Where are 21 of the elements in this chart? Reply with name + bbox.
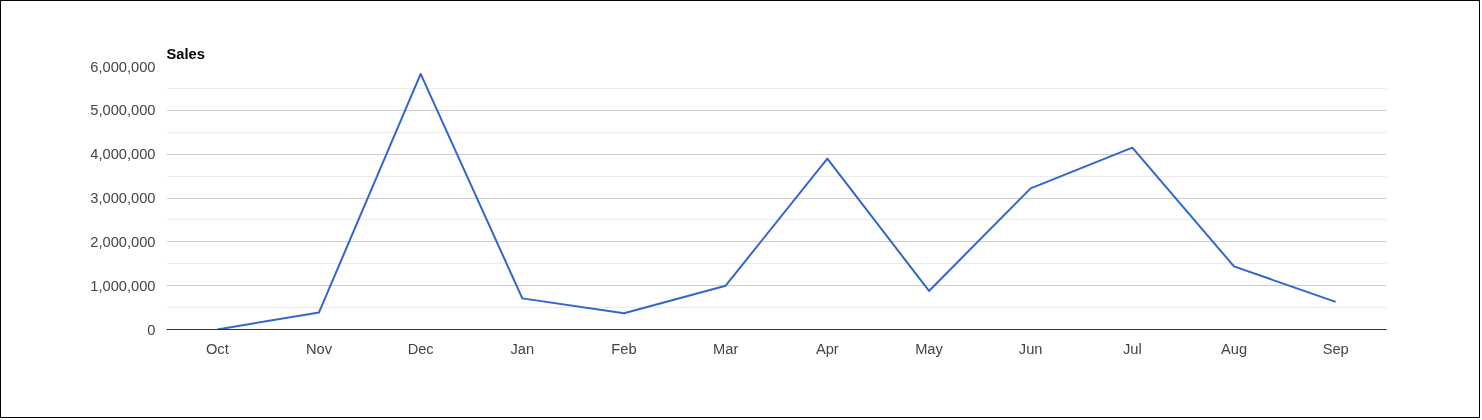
- x-tick-label: Sep: [1322, 340, 1349, 357]
- y-tick-label: 1,000,000: [90, 277, 156, 294]
- y-tick-label: 5,000,000: [90, 102, 156, 119]
- x-tick-label: Apr: [815, 340, 839, 357]
- y-tick-label: 3,000,000: [90, 190, 156, 206]
- x-tick-label: Nov: [305, 340, 333, 357]
- x-tick-label: Feb: [611, 340, 637, 357]
- x-tick-label: Aug: [1220, 340, 1248, 357]
- x-tick-label: Mar: [713, 340, 739, 357]
- y-tick-label: 2,000,000: [90, 233, 156, 250]
- x-tick-label: Oct: [205, 340, 229, 357]
- x-tick-label: Jan: [510, 340, 535, 357]
- x-tick-label: May: [915, 340, 944, 357]
- x-tick-label: Dec: [407, 340, 434, 357]
- line-series: [216, 72, 1337, 330]
- x-tick-label: Jun: [1018, 340, 1043, 357]
- chart-title: Sales: [166, 45, 205, 62]
- y-tick-label: 4,000,000: [90, 146, 156, 163]
- y-tick-label: 6,000,000: [90, 58, 156, 75]
- x-tick-label: Jul: [1122, 340, 1142, 357]
- y-tick-label: 0: [147, 321, 156, 338]
